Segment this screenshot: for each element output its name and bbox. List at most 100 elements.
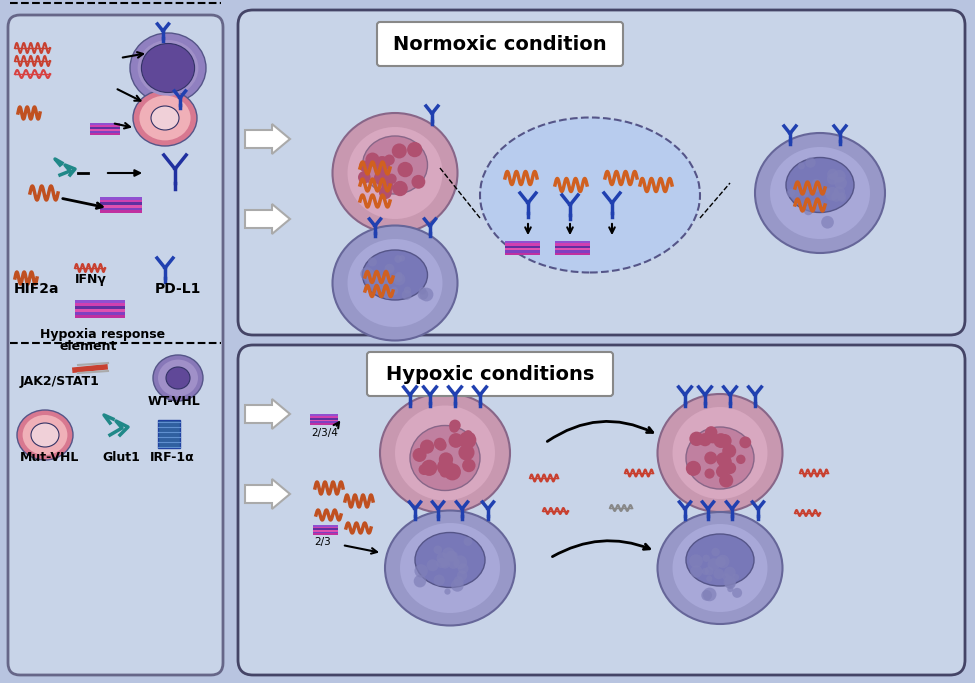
Circle shape bbox=[805, 157, 816, 168]
Circle shape bbox=[689, 555, 703, 568]
Circle shape bbox=[443, 547, 454, 560]
Circle shape bbox=[451, 579, 464, 591]
Text: 2/3: 2/3 bbox=[314, 537, 331, 547]
Bar bbox=[75, 300, 125, 303]
Circle shape bbox=[736, 455, 746, 464]
Circle shape bbox=[827, 169, 838, 180]
Circle shape bbox=[407, 142, 422, 157]
Polygon shape bbox=[245, 204, 290, 234]
Text: Normoxic condition: Normoxic condition bbox=[393, 35, 606, 53]
Bar bbox=[555, 248, 590, 251]
Circle shape bbox=[724, 567, 736, 579]
Circle shape bbox=[706, 576, 713, 582]
Circle shape bbox=[361, 267, 373, 281]
Polygon shape bbox=[245, 479, 290, 509]
Circle shape bbox=[404, 286, 411, 294]
Bar bbox=[555, 251, 590, 253]
Circle shape bbox=[716, 557, 725, 567]
Bar bbox=[555, 246, 590, 248]
Circle shape bbox=[739, 436, 751, 448]
Circle shape bbox=[466, 432, 475, 442]
Bar bbox=[313, 531, 338, 533]
Circle shape bbox=[367, 275, 381, 289]
Bar bbox=[100, 197, 142, 199]
Text: element: element bbox=[60, 340, 117, 353]
FancyBboxPatch shape bbox=[238, 345, 965, 675]
Circle shape bbox=[434, 574, 445, 586]
Bar bbox=[505, 246, 540, 248]
Circle shape bbox=[444, 463, 461, 480]
Circle shape bbox=[457, 570, 467, 581]
Bar bbox=[505, 253, 540, 255]
Circle shape bbox=[837, 193, 846, 201]
Ellipse shape bbox=[139, 96, 190, 141]
Circle shape bbox=[705, 469, 715, 479]
Circle shape bbox=[464, 430, 473, 438]
Circle shape bbox=[436, 558, 447, 568]
Bar bbox=[100, 210, 142, 213]
Circle shape bbox=[705, 431, 716, 441]
Circle shape bbox=[458, 445, 475, 460]
Circle shape bbox=[446, 550, 456, 561]
Text: IFNγ: IFNγ bbox=[75, 273, 107, 286]
Ellipse shape bbox=[133, 90, 197, 146]
Text: Hypoxic conditions: Hypoxic conditions bbox=[386, 365, 594, 383]
Ellipse shape bbox=[755, 133, 885, 253]
Bar bbox=[505, 248, 540, 251]
Ellipse shape bbox=[786, 158, 854, 212]
Circle shape bbox=[448, 557, 460, 569]
Circle shape bbox=[388, 288, 396, 296]
Circle shape bbox=[399, 255, 405, 262]
Circle shape bbox=[714, 568, 724, 579]
Text: Mut-VHL: Mut-VHL bbox=[20, 451, 79, 464]
Bar bbox=[158, 420, 180, 448]
Bar bbox=[90, 123, 120, 125]
Circle shape bbox=[453, 576, 464, 586]
Circle shape bbox=[712, 548, 720, 556]
Bar bbox=[313, 529, 338, 530]
Bar bbox=[100, 202, 142, 205]
Ellipse shape bbox=[385, 510, 515, 626]
Ellipse shape bbox=[410, 426, 480, 490]
Ellipse shape bbox=[657, 512, 783, 624]
Ellipse shape bbox=[158, 360, 198, 396]
Text: WT-VHL: WT-VHL bbox=[148, 395, 201, 408]
Circle shape bbox=[414, 564, 428, 578]
Ellipse shape bbox=[332, 113, 457, 233]
Circle shape bbox=[811, 185, 819, 193]
Circle shape bbox=[436, 440, 447, 451]
Circle shape bbox=[381, 180, 394, 193]
Ellipse shape bbox=[137, 40, 198, 96]
Ellipse shape bbox=[22, 415, 67, 455]
Circle shape bbox=[390, 287, 399, 295]
Bar bbox=[90, 129, 120, 131]
Circle shape bbox=[835, 176, 847, 189]
Bar bbox=[313, 527, 338, 529]
Circle shape bbox=[440, 559, 450, 569]
Circle shape bbox=[393, 181, 408, 196]
Ellipse shape bbox=[415, 533, 485, 587]
Circle shape bbox=[418, 464, 429, 475]
Bar bbox=[313, 525, 338, 527]
Ellipse shape bbox=[347, 239, 443, 327]
Circle shape bbox=[716, 555, 729, 568]
Circle shape bbox=[787, 189, 796, 197]
Text: PD-L1: PD-L1 bbox=[155, 282, 202, 296]
Circle shape bbox=[834, 186, 845, 197]
Ellipse shape bbox=[166, 367, 190, 389]
FancyBboxPatch shape bbox=[8, 15, 223, 675]
Ellipse shape bbox=[130, 33, 206, 103]
Ellipse shape bbox=[686, 427, 754, 489]
Circle shape bbox=[723, 576, 736, 588]
Circle shape bbox=[402, 290, 411, 300]
Ellipse shape bbox=[400, 523, 500, 613]
Circle shape bbox=[704, 451, 717, 464]
Bar bbox=[310, 423, 338, 425]
Circle shape bbox=[798, 163, 805, 169]
Circle shape bbox=[702, 568, 709, 575]
Circle shape bbox=[379, 186, 392, 199]
Circle shape bbox=[359, 161, 370, 172]
Bar bbox=[505, 243, 540, 246]
Circle shape bbox=[375, 275, 383, 283]
Circle shape bbox=[434, 546, 442, 554]
